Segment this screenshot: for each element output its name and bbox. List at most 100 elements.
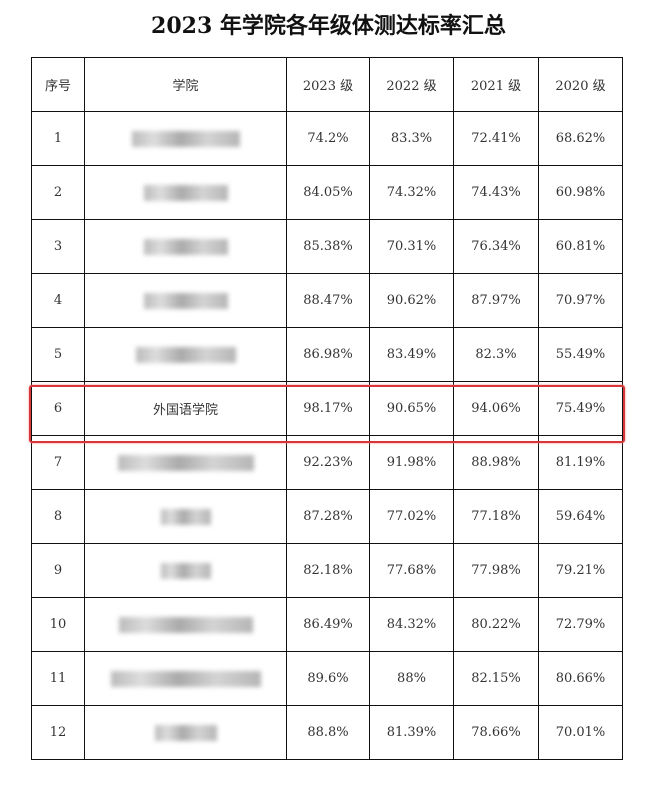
row-number: 10 — [31, 597, 85, 652]
rate-cell: 84.32% — [369, 597, 454, 652]
college-name — [84, 111, 287, 166]
column-header: 2022 级 — [369, 57, 454, 112]
rate-cell: 85.38% — [286, 219, 370, 274]
rate-cell: 90.65% — [369, 381, 454, 436]
column-header: 序号 — [31, 57, 85, 112]
rate-cell: 75.49% — [538, 381, 623, 436]
column-header: 2023 级 — [286, 57, 370, 112]
rate-cell: 78.66% — [453, 705, 539, 760]
row-number: 8 — [31, 489, 85, 544]
table-row: 12 88.8% 81.39% 78.66% 70.01% — [31, 705, 623, 760]
rate-cell: 60.81% — [538, 219, 623, 274]
fitness-rate-table: 序号 学院 2023 级 2022 级 2021 级 2020 级 1 74.2% 83.3%… — [31, 57, 623, 760]
redacted-name-blur — [143, 184, 228, 201]
college-name: 外国语学院 — [84, 381, 287, 436]
redacted-name-blur — [160, 508, 211, 525]
rate-cell: 77.18% — [453, 489, 539, 544]
table-row: 6 外国语学院 98.17% 90.65% 94.06% 75.49% — [31, 381, 623, 436]
column-header: 2020 级 — [538, 57, 623, 112]
rate-cell: 94.06% — [453, 381, 539, 436]
college-name — [84, 327, 287, 382]
rate-cell: 70.31% — [369, 219, 454, 274]
redacted-name-blur — [143, 292, 228, 309]
college-name — [84, 597, 287, 652]
rate-cell: 77.98% — [453, 543, 539, 598]
redacted-name-blur — [117, 454, 254, 471]
rate-cell: 90.62% — [369, 273, 454, 328]
table-row: 3 85.38% 70.31% 76.34% 60.81% — [31, 219, 623, 274]
row-number: 7 — [31, 435, 85, 490]
rate-cell: 72.41% — [453, 111, 539, 166]
rate-cell: 68.62% — [538, 111, 623, 166]
rate-cell: 86.49% — [286, 597, 370, 652]
row-number: 11 — [31, 651, 85, 706]
rate-cell: 80.66% — [538, 651, 623, 706]
row-number: 2 — [31, 165, 85, 220]
rate-cell: 87.97% — [453, 273, 539, 328]
rate-cell: 77.02% — [369, 489, 454, 544]
rate-cell: 88.8% — [286, 705, 370, 760]
rate-cell: 72.79% — [538, 597, 623, 652]
row-number: 5 — [31, 327, 85, 382]
rate-cell: 70.01% — [538, 705, 623, 760]
header-row: 序号 学院 2023 级 2022 级 2021 级 2020 级 — [31, 57, 623, 112]
rate-cell: 81.19% — [538, 435, 623, 490]
college-name — [84, 165, 287, 220]
rate-cell: 83.49% — [369, 327, 454, 382]
college-name — [84, 435, 287, 490]
rate-cell: 92.23% — [286, 435, 370, 490]
row-number: 6 — [31, 381, 85, 436]
table-row: 7 92.23% 91.98% 88.98% 81.19% — [31, 435, 623, 490]
rate-cell: 70.97% — [538, 273, 623, 328]
rate-cell: 82.18% — [286, 543, 370, 598]
redacted-name-blur — [143, 238, 228, 255]
row-number: 3 — [31, 219, 85, 274]
redacted-name-blur — [110, 670, 261, 687]
table-row: 2 84.05% 74.32% 74.43% 60.98% — [31, 165, 623, 220]
rate-cell: 88% — [369, 651, 454, 706]
rate-cell: 88.47% — [286, 273, 370, 328]
rate-cell: 60.98% — [538, 165, 623, 220]
table-row: 5 86.98% 83.49% 82.3% 55.49% — [31, 327, 623, 382]
college-name — [84, 219, 287, 274]
rate-cell: 74.2% — [286, 111, 370, 166]
document-title: 2023 年学院各年级体测达标率汇总 — [151, 13, 506, 39]
redacted-name-blur — [131, 130, 240, 147]
rate-cell: 74.43% — [453, 165, 539, 220]
rate-cell: 91.98% — [369, 435, 454, 490]
rate-cell: 74.32% — [369, 165, 454, 220]
table-row: 11 89.6% 88% 82.15% 80.66% — [31, 651, 623, 706]
column-header: 2021 级 — [453, 57, 539, 112]
row-number: 4 — [31, 273, 85, 328]
rate-cell: 76.34% — [453, 219, 539, 274]
college-name — [84, 273, 287, 328]
rate-cell: 88.98% — [453, 435, 539, 490]
table-row: 1 74.2% 83.3% 72.41% 68.62% — [31, 111, 623, 166]
rate-cell: 98.17% — [286, 381, 370, 436]
rate-cell: 86.98% — [286, 327, 370, 382]
rate-cell: 89.6% — [286, 651, 370, 706]
college-name — [84, 705, 287, 760]
rate-cell: 81.39% — [369, 705, 454, 760]
college-name — [84, 651, 287, 706]
college-name — [84, 489, 287, 544]
row-number: 9 — [31, 543, 85, 598]
table-row: 8 87.28% 77.02% 77.18% 59.64% — [31, 489, 623, 544]
table-row: 9 82.18% 77.68% 77.98% 79.21% — [31, 543, 623, 598]
rate-cell: 59.64% — [538, 489, 623, 544]
rate-cell: 82.3% — [453, 327, 539, 382]
rate-cell: 82.15% — [453, 651, 539, 706]
rate-cell: 79.21% — [538, 543, 623, 598]
redacted-name-blur — [154, 724, 217, 741]
rate-cell: 87.28% — [286, 489, 370, 544]
table-row: 10 86.49% 84.32% 80.22% 72.79% — [31, 597, 623, 652]
rate-cell: 83.3% — [369, 111, 454, 166]
redacted-name-blur — [135, 346, 236, 363]
rate-cell: 55.49% — [538, 327, 623, 382]
rate-cell: 77.68% — [369, 543, 454, 598]
row-number: 1 — [31, 111, 85, 166]
rate-cell: 80.22% — [453, 597, 539, 652]
column-header: 学院 — [84, 57, 287, 112]
college-name — [84, 543, 287, 598]
redacted-name-blur — [118, 616, 253, 633]
